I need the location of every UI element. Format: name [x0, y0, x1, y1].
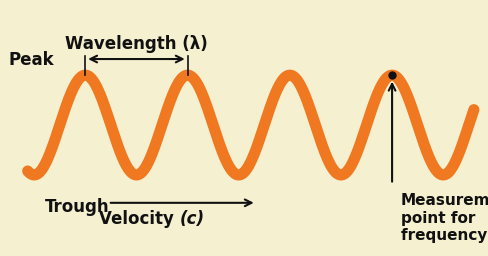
Text: Velocity: Velocity [99, 210, 180, 228]
Text: Peak: Peak [8, 51, 54, 69]
Text: Trough: Trough [45, 198, 109, 216]
Text: Wavelength (λ): Wavelength (λ) [65, 35, 207, 53]
Text: Measurement
point for
frequency (ν): Measurement point for frequency (ν) [400, 193, 488, 243]
Text: (c): (c) [180, 210, 204, 228]
